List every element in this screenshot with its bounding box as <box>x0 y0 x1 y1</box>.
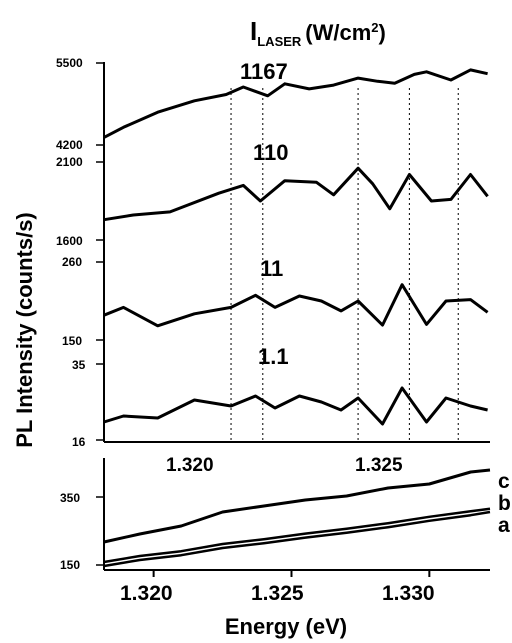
laser-units-suffix: ) <box>379 20 386 45</box>
curve-label-c: c <box>498 470 510 493</box>
bottom-xtick-1-325: 1.325 <box>251 582 304 605</box>
x-axis-title: Energy (eV) <box>225 614 347 639</box>
bottom-curve-b <box>103 507 491 564</box>
ytick-110-bottom: 1600 <box>56 234 83 248</box>
ytick-1167-bottom: 4200 <box>56 138 83 152</box>
ytick-110-top: 2100 <box>56 155 83 169</box>
bottom-ytick-350: 350 <box>60 491 80 505</box>
y-axis-title: PL Intensity (counts/s) <box>12 212 37 448</box>
series-line-1167 <box>103 68 488 139</box>
laser-subscript: LASER <box>257 34 302 49</box>
inner-xtick-1-325: 1.325 <box>355 455 403 476</box>
laser-intensity-header: ILASER (W/cm2) <box>250 16 386 49</box>
bottom-ytick-150: 150 <box>60 558 80 572</box>
upper-stacked-panels: 1167 110 11 1.1 5500 4200 2100 1600 260 … <box>56 56 490 476</box>
series-line-11 <box>103 283 489 328</box>
panel-label-11: 11 <box>260 256 283 281</box>
bottom-curve-a <box>103 510 491 568</box>
ytick-11-bottom: 150 <box>62 334 82 348</box>
bottom-panel: 350 150 1.320 1.325 1.330 c b a <box>60 458 511 605</box>
laser-i-letter: I <box>250 16 257 46</box>
curve-label-a: a <box>498 514 510 537</box>
panel-label-110: 110 <box>253 140 289 165</box>
bottom-xtick-1-330: 1.330 <box>382 582 435 605</box>
laser-units-prefix: (W/cm <box>305 20 371 45</box>
series-line-110 <box>103 166 489 222</box>
series-line-1-1 <box>103 386 488 426</box>
ytick-1-1-top: 35 <box>72 358 86 372</box>
bottom-curve-c <box>103 468 491 544</box>
bottom-xtick-1-320: 1.320 <box>120 582 173 605</box>
ytick-11-top: 260 <box>62 255 82 269</box>
ytick-1167-top: 5500 <box>56 56 83 70</box>
laser-units-sup: 2 <box>371 20 378 35</box>
inner-xtick-1-320: 1.320 <box>166 455 214 476</box>
curve-label-b: b <box>498 492 511 515</box>
panel-label-1-1: 1.1 <box>258 344 289 369</box>
ytick-1-1-bottom: 16 <box>72 435 86 449</box>
panel-label-1167: 1167 <box>240 59 288 84</box>
